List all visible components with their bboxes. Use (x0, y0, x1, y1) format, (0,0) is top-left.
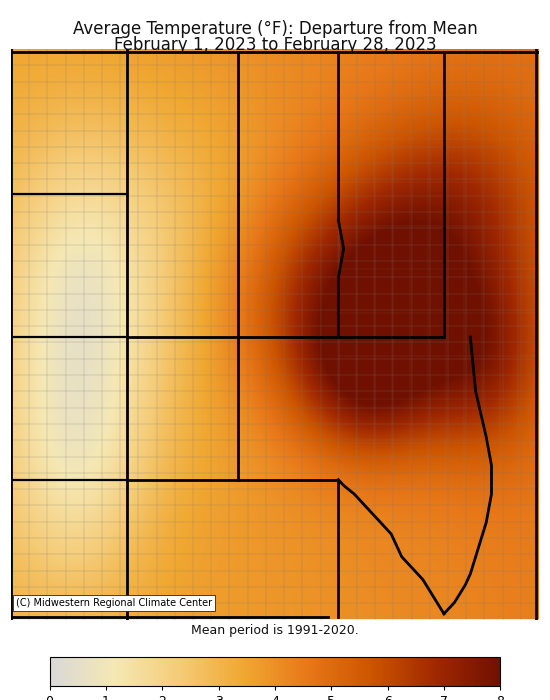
Text: (C) Midwestern Regional Climate Center: (C) Midwestern Regional Climate Center (16, 598, 212, 608)
Text: Mean period is 1991-2020.: Mean period is 1991-2020. (191, 624, 359, 638)
Text: Average Temperature (°F): Departure from Mean: Average Temperature (°F): Departure from… (73, 20, 477, 38)
Text: February 1, 2023 to February 28, 2023: February 1, 2023 to February 28, 2023 (114, 36, 436, 55)
